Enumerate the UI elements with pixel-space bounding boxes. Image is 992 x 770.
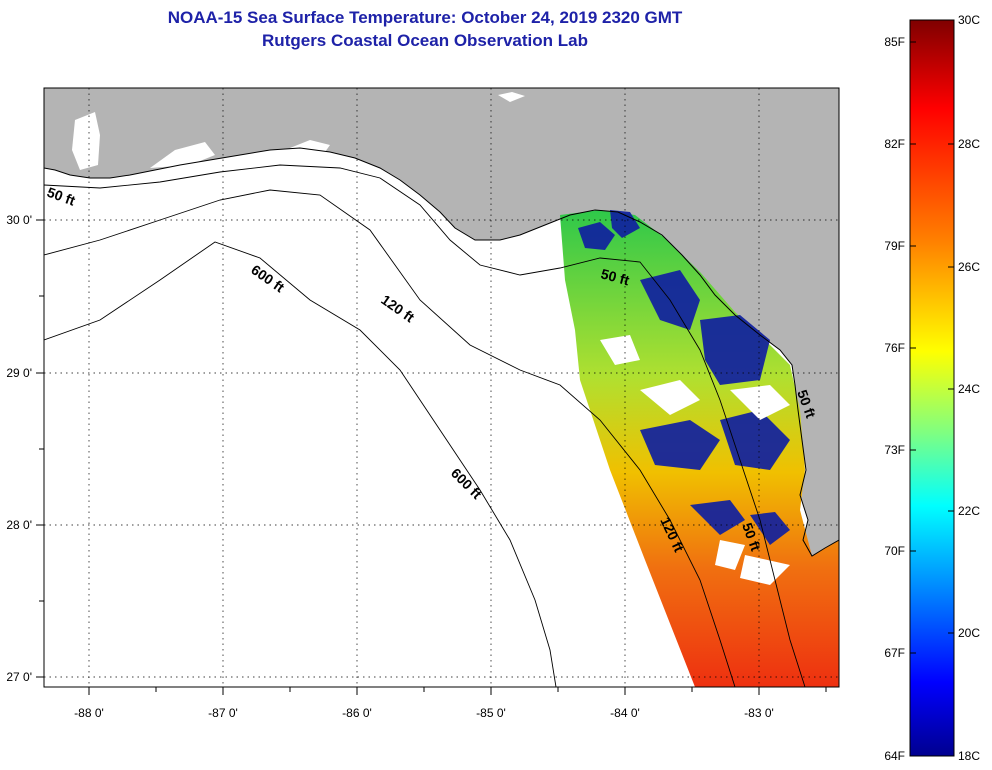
lat-label: 27 0' <box>6 670 32 684</box>
colorbar-f-label: 76F <box>884 341 905 355</box>
colorbar-f-label: 64F <box>884 749 905 763</box>
colorbar-f-label: 70F <box>884 544 905 558</box>
colorbar-c-label: 24C <box>958 382 980 396</box>
lat-label: 29 0' <box>6 366 32 380</box>
colorbar-c-label: 30C <box>958 13 980 27</box>
lat-label: 28 0' <box>6 518 32 532</box>
lon-label: -88 0' <box>74 706 104 720</box>
colorbar-c-label: 18C <box>958 749 980 763</box>
coastline <box>44 147 839 557</box>
graticule <box>44 88 839 687</box>
colorbar-c-label: 28C <box>958 137 980 151</box>
land-area <box>44 88 839 556</box>
map-frame <box>43 87 840 688</box>
isobath-50ft <box>44 164 806 687</box>
lon-label: -86 0' <box>342 706 372 720</box>
isobath-120ft <box>44 189 736 687</box>
lon-label: -87 0' <box>208 706 238 720</box>
colorbar <box>909 19 955 757</box>
colorbar-c-label: 20C <box>958 626 980 640</box>
depth-label: 50 ft <box>599 265 631 288</box>
colorbar-f-label: 73F <box>884 443 905 457</box>
lon-label: -85 0' <box>476 706 506 720</box>
lon-label: -84 0' <box>610 706 640 720</box>
colorbar-f-label: 82F <box>884 137 905 151</box>
colorbar-c-label: 22C <box>958 504 980 518</box>
colorbar-f-label: 67F <box>884 646 905 660</box>
map-subtitle: Rutgers Coastal Ocean Observation Lab <box>262 31 588 50</box>
colorbar-c-label: 26C <box>958 260 980 274</box>
colorbar-f-label: 85F <box>884 35 905 49</box>
map-title: NOAA-15 Sea Surface Temperature: October… <box>167 8 683 27</box>
colorbar-f-label: 79F <box>884 239 905 253</box>
isobath-600ft <box>44 241 557 687</box>
lat-label: 30 0' <box>6 213 32 227</box>
lon-label: -83 0' <box>744 706 774 720</box>
